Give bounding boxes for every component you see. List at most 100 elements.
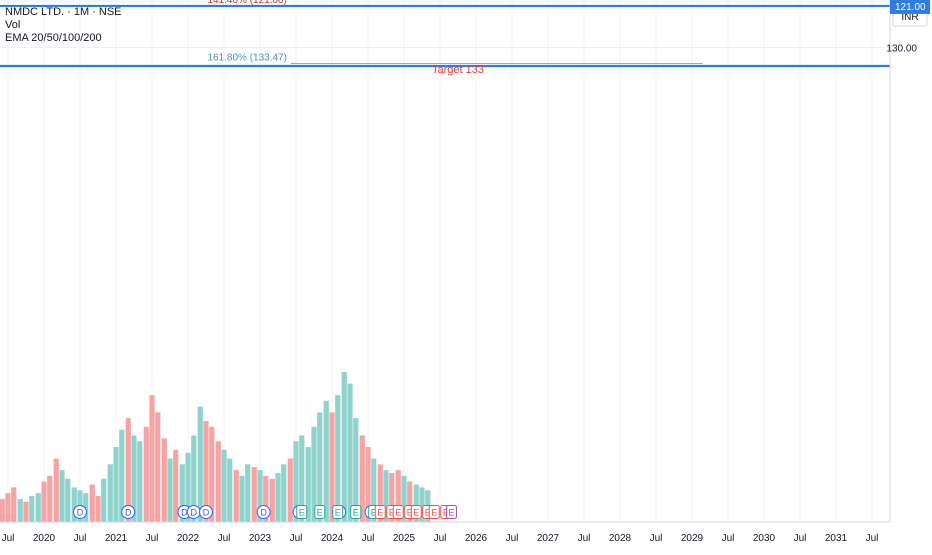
volume-bar <box>191 435 197 522</box>
symbol-title: NMDC LTD. · 1M · NSE <box>5 6 122 18</box>
dividend-marker-label: D <box>125 508 132 518</box>
time-tick-label: 2026 <box>465 533 488 544</box>
volume-bar <box>371 458 377 522</box>
time-tick-label: Jul <box>650 533 663 544</box>
volume-bar <box>401 475 407 522</box>
fib-level-label: 161.80% (133.47) <box>207 53 287 64</box>
earnings-marker <box>314 505 326 519</box>
volume-bar <box>89 484 95 522</box>
volume-bar <box>311 426 317 522</box>
earnings-marker <box>296 505 308 519</box>
volume-bar <box>227 458 233 522</box>
earnings-marker-label: E <box>335 508 341 518</box>
price-level-badge-text: 121.00 <box>895 2 926 13</box>
time-tick-label: Jul <box>506 533 519 544</box>
time-tick-label: Jul <box>794 533 807 544</box>
earnings-marker <box>428 505 440 519</box>
volume-bar <box>215 441 221 522</box>
volume-bar <box>341 372 347 522</box>
earnings-marker-label: E <box>299 508 305 518</box>
volume-bar <box>233 470 239 522</box>
dividend-marker-label: D <box>203 508 210 518</box>
volume-bar <box>347 383 353 522</box>
volume-bar <box>395 470 401 522</box>
currency-label: INR <box>901 12 918 23</box>
volume-bar <box>293 441 299 522</box>
volume-bar <box>329 412 335 522</box>
time-tick-label: 2030 <box>753 533 776 544</box>
volume-bar <box>101 478 107 522</box>
volume-bar <box>23 501 29 522</box>
time-tick-label: Jul <box>218 533 231 544</box>
volume-bar <box>173 449 179 522</box>
volume-bar <box>203 421 209 522</box>
volume-bar <box>167 458 173 522</box>
volume-bar <box>245 464 251 522</box>
volume-bar <box>83 493 89 522</box>
price-axis: 130.00110.00100.0090.0080.0070.0060.0050… <box>886 0 932 550</box>
time-tick-label: 2020 <box>33 533 56 544</box>
dividend-marker <box>256 505 271 519</box>
volume-bar <box>47 475 53 522</box>
volume-bar <box>335 395 341 522</box>
volume-indicator-label[interactable]: Vol <box>5 19 21 31</box>
dividend-marker <box>199 505 213 519</box>
volume-bar <box>257 470 263 522</box>
earnings-marker <box>392 505 404 519</box>
time-tick-label: 2021 <box>105 533 128 544</box>
earnings-marker-label: E <box>371 508 377 518</box>
target-label: Target 133 <box>432 64 484 76</box>
horizontal-lines <box>0 4 890 68</box>
volume-bar <box>269 478 275 522</box>
price-tick-label: 130.00 <box>886 44 917 55</box>
volume-bar <box>185 452 191 522</box>
grid-lines <box>0 0 890 522</box>
price-level-badge <box>890 0 930 14</box>
volume-bar <box>221 449 227 522</box>
volume-bar <box>59 470 65 522</box>
earnings-marker-label: E <box>407 508 413 518</box>
volume-bar <box>239 475 245 522</box>
volume-bar <box>125 418 131 522</box>
time-tick-label: 2027 <box>537 533 560 544</box>
volume-bar <box>275 472 281 522</box>
earnings-marker <box>374 505 386 519</box>
volume-bar <box>377 464 383 522</box>
volume-bar <box>299 435 305 522</box>
volume-bar <box>365 447 371 522</box>
time-tick-label: Jul <box>722 533 735 544</box>
time-tick-label: 2024 <box>321 533 344 544</box>
volume-bar <box>119 429 125 522</box>
volume-bar <box>419 487 425 522</box>
chart-legend: NMDC LTD. · 1M · NSE Vol EMA 20/50/100/2… <box>5 6 122 45</box>
time-tick-label: Jul <box>866 533 879 544</box>
earnings-marker <box>446 505 458 519</box>
time-tick-label: Jul <box>2 533 15 544</box>
volume-bar <box>353 418 359 522</box>
volume-bar <box>263 475 269 522</box>
volume-bar <box>5 493 11 522</box>
earnings-marker-label: E <box>443 508 449 518</box>
earnings-marker-label: E <box>317 508 323 518</box>
target-labels: Target 133Target - 112Target - 96 <box>432 64 484 76</box>
time-tick-label: 2022 <box>177 533 200 544</box>
price-axis-background <box>890 0 932 550</box>
volume-bar <box>107 464 113 522</box>
volume-bar <box>281 464 287 522</box>
volume-bar <box>155 412 161 522</box>
fib-level-labels: 161.80% (133.47)141.40% (121.00)127.20% … <box>207 0 287 64</box>
time-tick-label: Jul <box>578 533 591 544</box>
volume-bar <box>131 435 137 522</box>
earnings-marker-label: E <box>377 508 383 518</box>
time-tick-label: Jul <box>362 533 375 544</box>
volume-bar <box>317 412 323 522</box>
volume-bar <box>137 441 143 522</box>
volume-bar <box>17 498 23 522</box>
volume-bar <box>287 458 293 522</box>
volume-bar <box>389 472 395 522</box>
earnings-marker-label: E <box>425 508 431 518</box>
dividend-marker-label: D <box>77 508 84 518</box>
ema-indicator-label[interactable]: EMA 20/50/100/200 <box>5 32 102 44</box>
